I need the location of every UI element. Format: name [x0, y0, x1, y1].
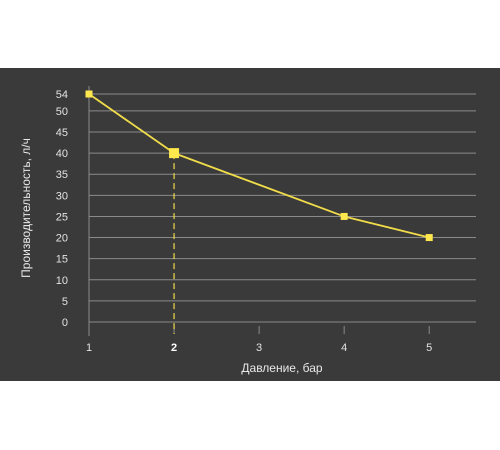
y-tick-label: 15 — [56, 254, 68, 266]
y-tick-label: 0 — [62, 317, 68, 329]
y-tick-label: 40 — [56, 148, 68, 160]
data-point[interactable] — [340, 212, 348, 220]
y-tick-label: 5 — [62, 296, 68, 308]
y-tick-label: 10 — [56, 275, 68, 287]
chart-background — [0, 68, 500, 381]
data-point[interactable] — [85, 90, 93, 98]
x-tick-label: 1 — [86, 342, 92, 354]
y-tick-labels: 0 5 10 15 20 25 30 35 40 45 50 54 — [56, 89, 68, 329]
x-tick-labels: 1 2 3 4 5 — [86, 342, 432, 354]
y-axis-title: Производительность, л/ч — [19, 138, 33, 278]
y-tick-label: 54 — [56, 89, 68, 101]
y-tick-label: 25 — [56, 211, 68, 223]
y-tick-label: 50 — [56, 106, 68, 118]
x-axis-title: Давление, бар — [241, 361, 323, 375]
series-line-layer — [88, 93, 430, 239]
y-tick-label: 45 — [56, 127, 68, 139]
data-markers — [85, 90, 433, 242]
x-tick-label: 4 — [341, 342, 347, 354]
y-tick-label: 20 — [56, 233, 68, 245]
data-point-highlighted[interactable] — [169, 148, 180, 159]
series-line — [88, 93, 430, 239]
y-tick-label: 35 — [56, 169, 68, 181]
x-tick-label: 3 — [256, 342, 262, 354]
data-point[interactable] — [425, 234, 433, 242]
x-tick-label: 5 — [426, 342, 432, 354]
grid-lines — [88, 86, 476, 336]
y-tick-label: 30 — [56, 190, 68, 202]
x-tick-label: 2 — [171, 342, 177, 354]
